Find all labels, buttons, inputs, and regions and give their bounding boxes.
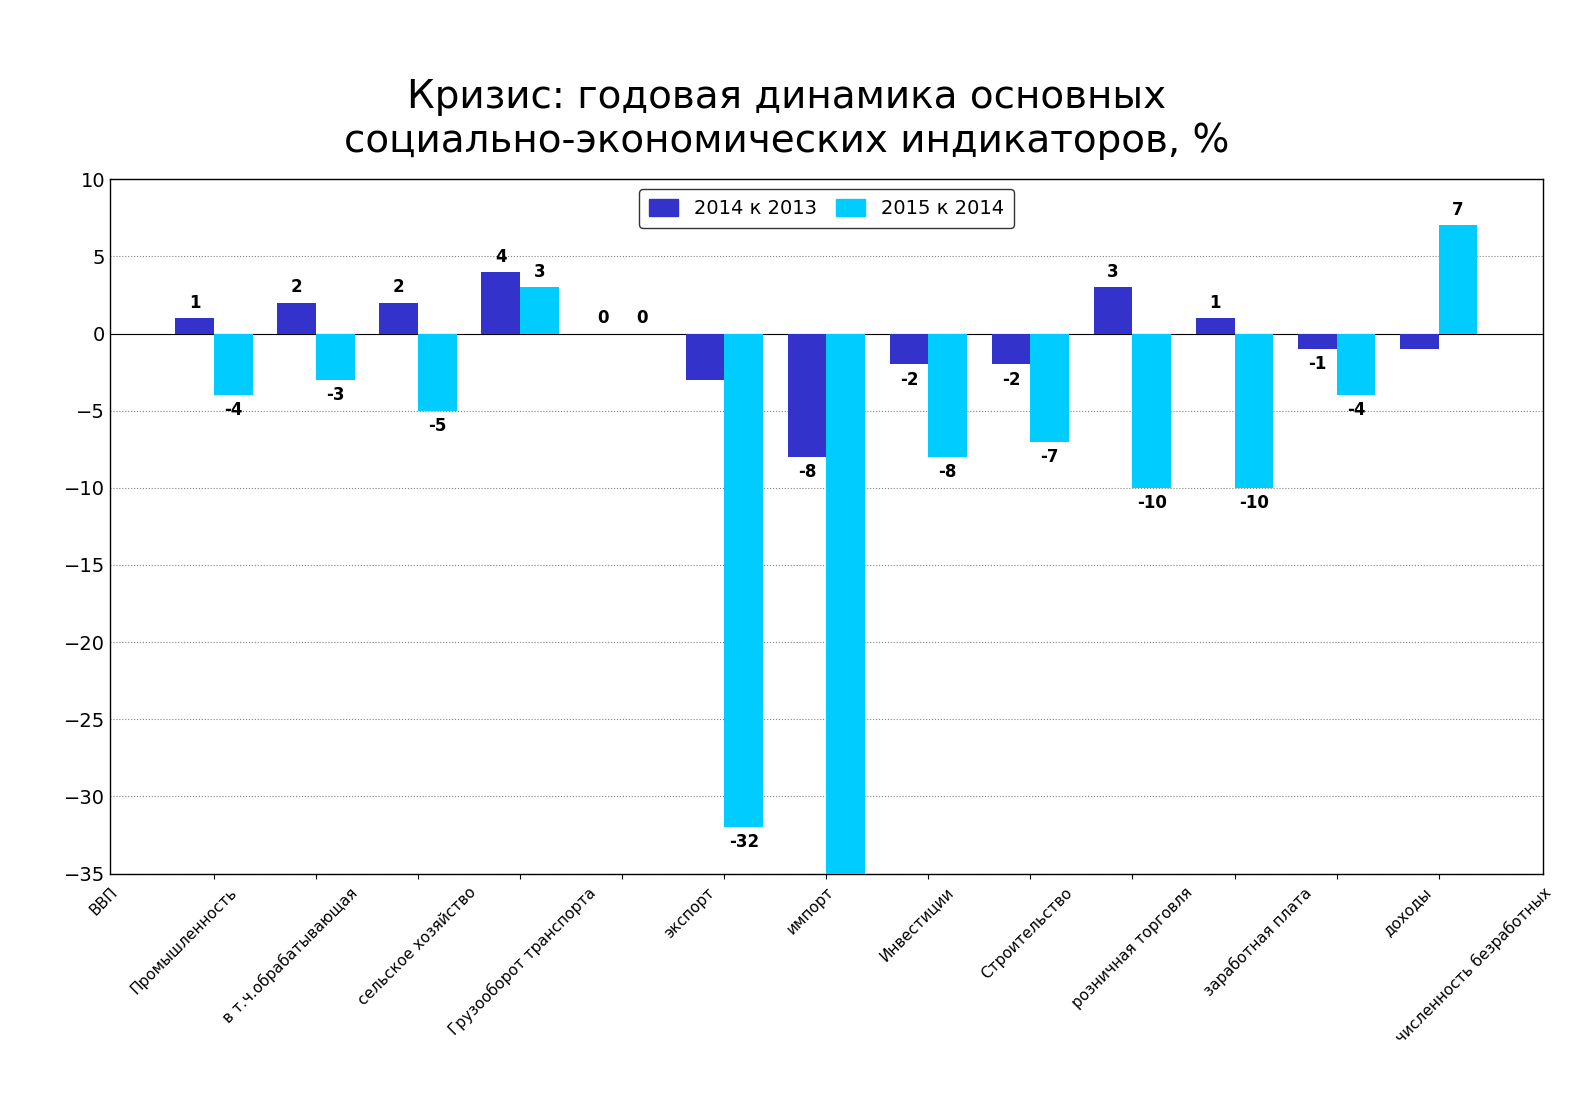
Text: Инвестиции: Инвестиции [877, 885, 957, 964]
Text: -7: -7 [1040, 448, 1059, 466]
Text: 0: 0 [636, 309, 647, 327]
Bar [787, 334, 826, 457]
Bar [1439, 225, 1478, 334]
Text: в т.ч.обрабатывающая: в т.ч.обрабатывающая [219, 885, 360, 1026]
Text: -10: -10 [1136, 494, 1166, 512]
Text: сельское хозяйство: сельское хозяйство [356, 885, 478, 1008]
Bar [379, 302, 419, 334]
Text: -8: -8 [798, 464, 817, 482]
Bar [277, 302, 316, 334]
Text: -4: -4 [1347, 401, 1365, 419]
Text: ВВП: ВВП [87, 885, 121, 918]
Text: 3: 3 [534, 263, 546, 281]
Bar [521, 287, 559, 334]
Text: доходы: доходы [1380, 885, 1434, 939]
Bar [929, 334, 966, 457]
Text: розничная торговля: розничная торговля [1069, 885, 1195, 1011]
Text: 2: 2 [291, 279, 302, 297]
Text: 3: 3 [1107, 263, 1119, 281]
Text: заработная плата: заработная плата [1201, 885, 1316, 999]
Bar [724, 334, 763, 828]
Bar [1031, 334, 1069, 441]
Text: Грузооборот транспорта: Грузооборот транспорта [445, 885, 600, 1038]
Text: 1: 1 [189, 293, 200, 311]
Text: 2: 2 [394, 279, 405, 297]
Text: -3: -3 [326, 386, 345, 404]
Bar [175, 318, 214, 334]
Text: -2: -2 [900, 371, 918, 389]
Text: Промышленность: Промышленность [127, 885, 241, 997]
Legend: 2014 к 2013, 2015 к 2014: 2014 к 2013, 2015 к 2014 [639, 189, 1014, 227]
Text: -10: -10 [1239, 494, 1269, 512]
Bar [419, 334, 456, 411]
Text: -4: -4 [224, 401, 242, 419]
Bar [316, 334, 354, 380]
Bar [1094, 287, 1132, 334]
Text: экспорт: экспорт [661, 885, 718, 941]
Text: 0: 0 [597, 309, 609, 327]
Text: численность безработных: численность безработных [1393, 885, 1554, 1046]
Bar [992, 334, 1031, 364]
Bar [1299, 334, 1336, 349]
Text: -2: -2 [1001, 371, 1020, 389]
Text: -8: -8 [938, 464, 957, 482]
Bar [889, 334, 929, 364]
Text: 1: 1 [1209, 293, 1221, 311]
Text: -32: -32 [729, 833, 759, 851]
Bar [826, 334, 866, 889]
Text: Кризис: годовая динамика основных
социально-экономических индикаторов, %: Кризис: годовая динамика основных социал… [345, 78, 1229, 160]
Text: -1: -1 [1308, 355, 1327, 373]
Bar [1336, 334, 1376, 395]
Text: 7: 7 [1453, 202, 1464, 220]
Bar [1399, 334, 1439, 349]
Bar [1132, 334, 1171, 488]
Bar [1234, 334, 1273, 488]
Bar [686, 334, 724, 380]
Bar [1196, 318, 1234, 334]
Text: 4: 4 [494, 248, 507, 265]
Text: импорт: импорт [784, 885, 837, 937]
Text: Строительство: Строительство [979, 885, 1075, 981]
Bar [482, 272, 521, 334]
Text: -5: -5 [428, 417, 447, 435]
Bar [214, 334, 253, 395]
